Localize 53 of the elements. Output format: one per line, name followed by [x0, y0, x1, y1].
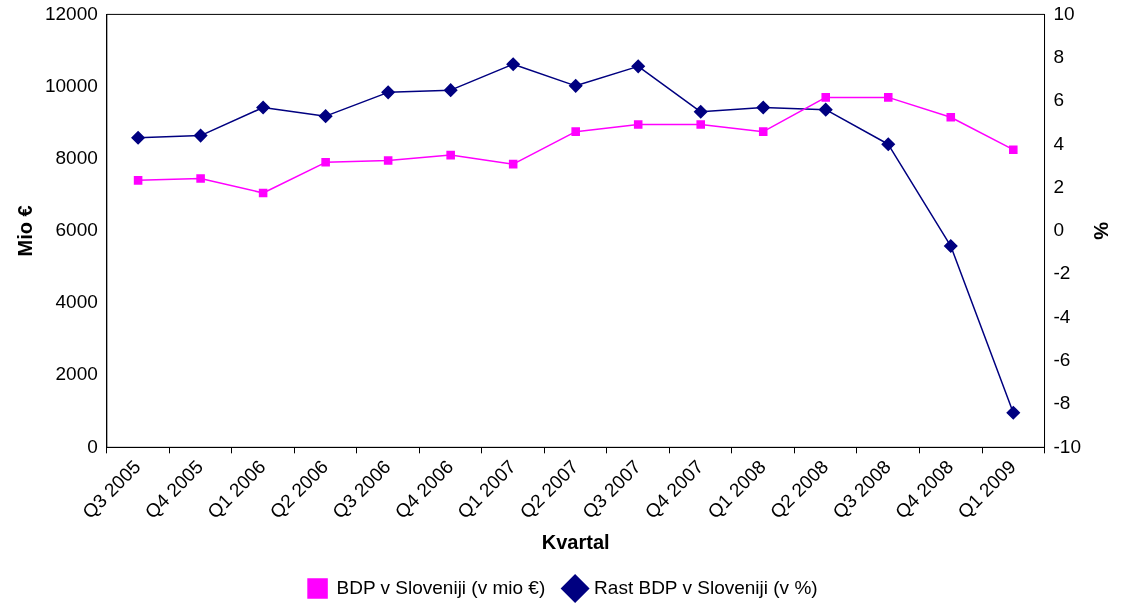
- point: [506, 57, 520, 71]
- point: [256, 100, 270, 115]
- point: [631, 59, 645, 74]
- point: [508, 159, 518, 169]
- y-tick-label: 10000: [44, 74, 98, 96]
- point: [883, 93, 893, 102]
- y2-tick-label: 6: [1053, 89, 1065, 111]
- point: [133, 176, 143, 185]
- y-tick-label: 12000: [44, 2, 98, 24]
- legend-label: Rast BDP v Sloveniji (v %): [594, 576, 818, 598]
- point: [196, 174, 205, 183]
- y2-tick-label: 0: [1053, 219, 1065, 241]
- y2-tick-label: 10: [1053, 2, 1075, 24]
- point: [383, 156, 393, 165]
- y2-tick-label: -10: [1053, 435, 1082, 457]
- point: [821, 93, 831, 102]
- point: [321, 158, 330, 167]
- y2-tick-label: 4: [1053, 132, 1065, 154]
- point: [881, 137, 896, 152]
- point: [1009, 145, 1018, 154]
- point: [381, 85, 395, 100]
- x-axis-title: Kvartal: [541, 530, 610, 553]
- point: [633, 120, 643, 129]
- y-tick-label: 6000: [55, 219, 98, 241]
- point: [693, 105, 708, 119]
- point: [818, 102, 833, 117]
- y-tick-label: 2000: [55, 363, 98, 385]
- y-axis-title: Mio €: [13, 205, 36, 257]
- y2-tick-label: -2: [1053, 262, 1071, 284]
- y-tick-label: 4000: [55, 291, 98, 313]
- point: [318, 109, 333, 123]
- point: [193, 128, 208, 143]
- y2-tick-label: -8: [1053, 392, 1071, 414]
- y2-tick-label: 2: [1053, 175, 1065, 197]
- point: [443, 83, 458, 97]
- point: [258, 188, 268, 198]
- y2-tick-label: -6: [1053, 348, 1071, 370]
- point: [756, 100, 770, 115]
- point: [696, 120, 705, 129]
- point: [131, 131, 145, 145]
- point: [568, 79, 583, 93]
- point: [944, 239, 958, 253]
- point: [946, 112, 956, 122]
- y2-axis-title: %: [1090, 221, 1113, 240]
- point: [571, 127, 580, 136]
- y2-tick-label: 8: [1053, 45, 1065, 67]
- y-tick-label: 0: [87, 435, 98, 457]
- point: [446, 150, 455, 160]
- y-tick-label: 8000: [55, 146, 98, 168]
- point: [758, 127, 768, 136]
- legend-label: BDP v Sloveniji (v mio €): [336, 576, 546, 598]
- y2-tick-label: -4: [1053, 305, 1071, 327]
- point: [1006, 405, 1021, 420]
